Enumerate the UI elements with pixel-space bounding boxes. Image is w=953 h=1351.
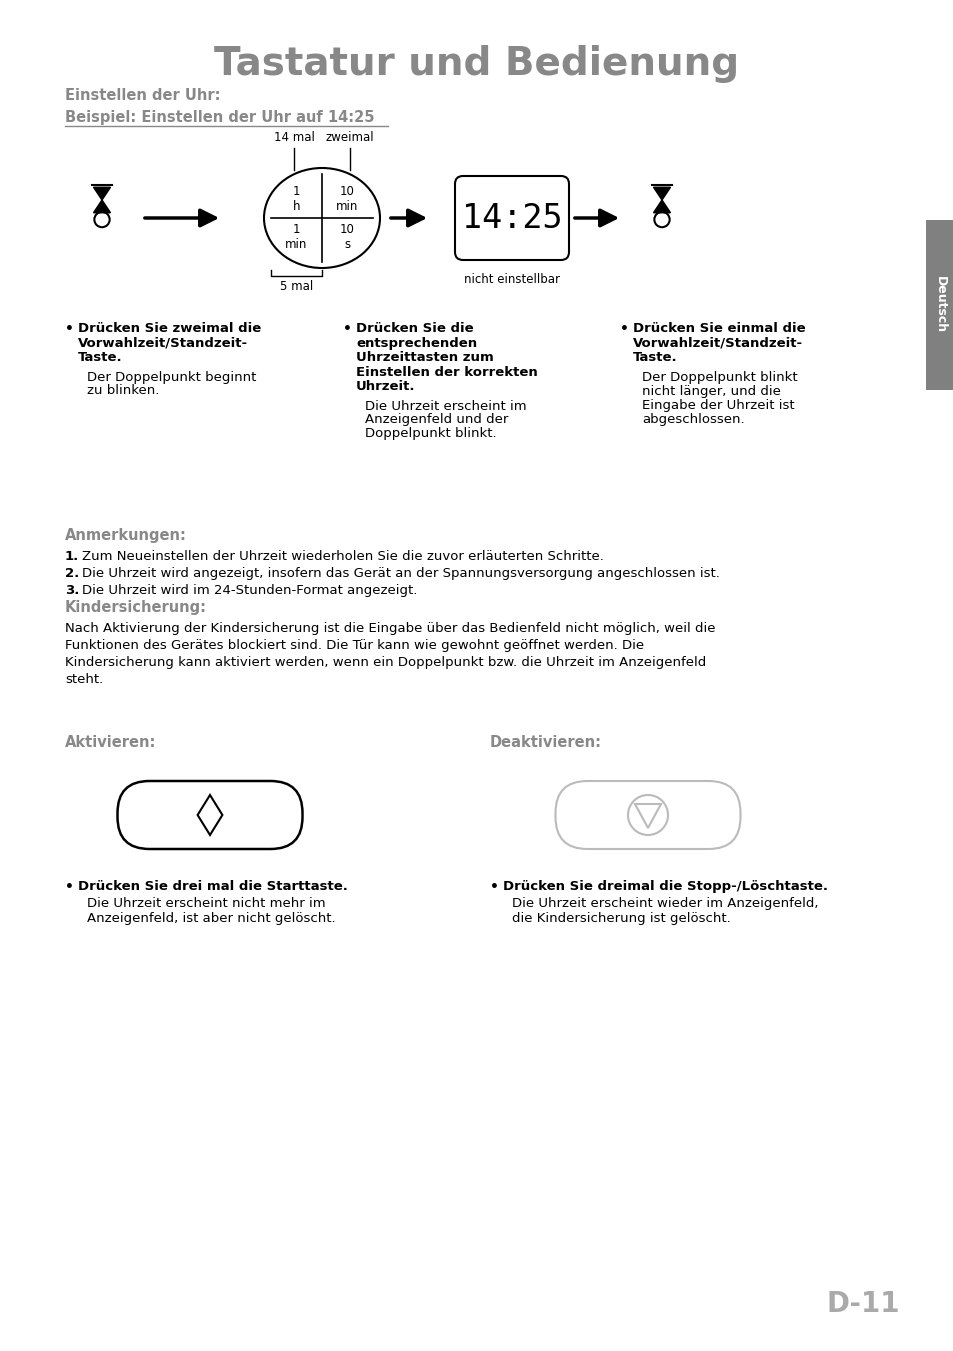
Text: 2.: 2. [65,567,79,580]
Text: Uhrzeittasten zum: Uhrzeittasten zum [355,351,494,363]
Text: Einstellen der korrekten: Einstellen der korrekten [355,366,537,378]
Text: 1
h: 1 h [293,185,300,213]
Text: 14:25: 14:25 [461,201,561,235]
Text: die Kindersicherung ist gelöscht.: die Kindersicherung ist gelöscht. [512,912,730,925]
Text: Kindersicherung kann aktiviert werden, wenn ein Doppelpunkt bzw. die Uhrzeit im : Kindersicherung kann aktiviert werden, w… [65,657,705,669]
Text: abgeschlossen.: abgeschlossen. [641,412,744,426]
Text: Beispiel: Einstellen der Uhr auf 14:25: Beispiel: Einstellen der Uhr auf 14:25 [65,109,375,126]
Text: •: • [65,880,73,894]
Text: •: • [619,322,628,336]
Text: zu blinken.: zu blinken. [87,385,159,397]
Text: Doppelpunkt blinkt.: Doppelpunkt blinkt. [365,427,497,440]
Text: 1.: 1. [65,550,79,563]
Text: Deaktivieren:: Deaktivieren: [490,735,601,750]
Text: Eingabe der Uhrzeit ist: Eingabe der Uhrzeit ist [641,399,794,412]
Text: 10
min: 10 min [336,185,358,213]
Polygon shape [653,200,670,212]
Text: steht.: steht. [65,673,103,686]
Text: Tastatur und Bedienung: Tastatur und Bedienung [214,45,739,82]
Polygon shape [93,200,111,212]
Text: Drücken Sie die: Drücken Sie die [355,322,473,335]
Text: Taste.: Taste. [78,351,123,363]
Text: Uhrzeit.: Uhrzeit. [355,380,416,393]
Text: Der Doppelpunkt beginnt: Der Doppelpunkt beginnt [87,370,256,384]
Text: nicht länger, und die: nicht länger, und die [641,385,781,397]
Text: Deutsch: Deutsch [933,277,945,334]
Text: Nach Aktivierung der Kindersicherung ist die Eingabe über das Bedienfeld nicht m: Nach Aktivierung der Kindersicherung ist… [65,621,715,635]
Text: zweimal: zweimal [325,131,374,145]
Text: Vorwahlzeit/Standzeit-: Vorwahlzeit/Standzeit- [633,336,802,350]
Polygon shape [653,188,670,200]
Text: D-11: D-11 [825,1290,899,1319]
Text: Anzeigenfeld und der: Anzeigenfeld und der [365,413,508,427]
Text: Einstellen der Uhr:: Einstellen der Uhr: [65,88,220,103]
Text: Die Uhrzeit erscheint im: Die Uhrzeit erscheint im [365,400,526,412]
Text: Die Uhrzeit wird im 24-Stunden-Format angezeigt.: Die Uhrzeit wird im 24-Stunden-Format an… [82,584,417,597]
Text: 1
min: 1 min [285,223,308,251]
Text: 14 mal: 14 mal [274,131,314,145]
FancyBboxPatch shape [455,176,568,259]
Text: Drücken Sie dreimal die Stopp-/Löschtaste.: Drücken Sie dreimal die Stopp-/Löschtast… [502,880,827,893]
Text: Die Uhrzeit erscheint wieder im Anzeigenfeld,: Die Uhrzeit erscheint wieder im Anzeigen… [512,897,818,911]
Polygon shape [93,188,111,200]
Text: Vorwahlzeit/Standzeit-: Vorwahlzeit/Standzeit- [78,336,248,350]
Text: •: • [65,322,73,336]
FancyBboxPatch shape [925,220,953,390]
Text: Drücken Sie einmal die: Drücken Sie einmal die [633,322,804,335]
Text: •: • [490,880,498,894]
Text: Anmerkungen:: Anmerkungen: [65,528,187,543]
Text: Kindersicherung:: Kindersicherung: [65,600,207,615]
Text: Anzeigenfeld, ist aber nicht gelöscht.: Anzeigenfeld, ist aber nicht gelöscht. [87,912,335,925]
Text: •: • [343,322,352,336]
Text: Aktivieren:: Aktivieren: [65,735,156,750]
Text: Drücken Sie zweimal die: Drücken Sie zweimal die [78,322,261,335]
Text: Funktionen des Gerätes blockiert sind. Die Tür kann wie gewohnt geöffnet werden.: Funktionen des Gerätes blockiert sind. D… [65,639,643,653]
Text: Die Uhrzeit erscheint nicht mehr im: Die Uhrzeit erscheint nicht mehr im [87,897,325,911]
FancyBboxPatch shape [117,781,302,848]
FancyBboxPatch shape [555,781,740,848]
Text: nicht einstellbar: nicht einstellbar [463,273,559,286]
Text: Zum Neueinstellen der Uhrzeit wiederholen Sie die zuvor erläuterten Schritte.: Zum Neueinstellen der Uhrzeit wiederhole… [82,550,603,563]
Text: Drücken Sie drei mal die Starttaste.: Drücken Sie drei mal die Starttaste. [78,880,348,893]
Text: 5 mal: 5 mal [279,280,313,293]
Text: 10
s: 10 s [339,223,355,251]
Text: Taste.: Taste. [633,351,677,363]
Text: Der Doppelpunkt blinkt: Der Doppelpunkt blinkt [641,370,797,384]
Text: Die Uhrzeit wird angezeigt, insofern das Gerät an der Spannungsversorgung angesc: Die Uhrzeit wird angezeigt, insofern das… [82,567,720,580]
Text: entsprechenden: entsprechenden [355,336,476,350]
Text: 3.: 3. [65,584,79,597]
